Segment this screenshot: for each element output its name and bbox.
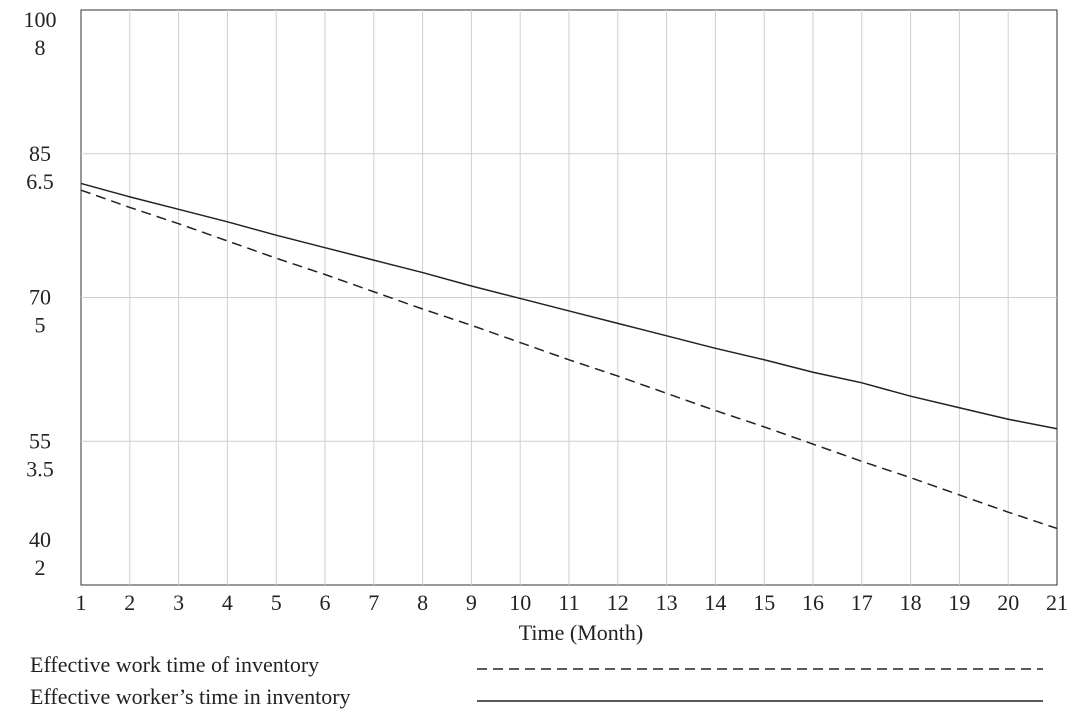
x-axis-label: Time (Month) [519,620,643,645]
x-tick-label: 13 [656,590,678,615]
x-tick-label: 12 [607,590,629,615]
x-tick-label: 3 [173,590,184,615]
x-tick-label: 16 [802,590,824,615]
y-tick-label: 55 [29,428,51,453]
x-tick-label: 7 [368,590,379,615]
x-tick-label: 2 [124,590,135,615]
x-tick-label: 8 [417,590,428,615]
y-tick-label: 85 [29,141,51,166]
y-tick-label: 40 [29,527,51,552]
x-tick-label: 20 [997,590,1019,615]
x-tick-label: 6 [320,590,331,615]
y2-tick-label: 6.5 [26,169,54,194]
x-tick-label: 9 [466,590,477,615]
y2-tick-label: 2 [35,555,46,580]
x-tick-label: 4 [222,590,233,615]
y2-tick-label: 3.5 [26,456,54,481]
y-tick-label: 70 [29,285,51,310]
legend-label: Effective worker’s time in inventory [30,684,351,709]
x-tick-label: 19 [948,590,970,615]
y-tick-label: 100 [24,7,57,32]
x-tick-label: 21 [1046,590,1068,615]
x-tick-label: 18 [900,590,922,615]
x-tick-label: 15 [753,590,775,615]
x-tick-label: 17 [851,590,873,615]
x-tick-label: 11 [558,590,579,615]
y2-tick-label: 8 [35,35,46,60]
x-tick-label: 10 [509,590,531,615]
x-tick-label: 5 [271,590,282,615]
y2-tick-label: 5 [35,313,46,338]
legend-label: Effective work time of inventory [30,652,319,677]
x-tick-label: 14 [704,590,726,615]
series-line [80,189,1058,530]
x-tick-label: 1 [76,590,87,615]
series-line [80,182,1058,430]
